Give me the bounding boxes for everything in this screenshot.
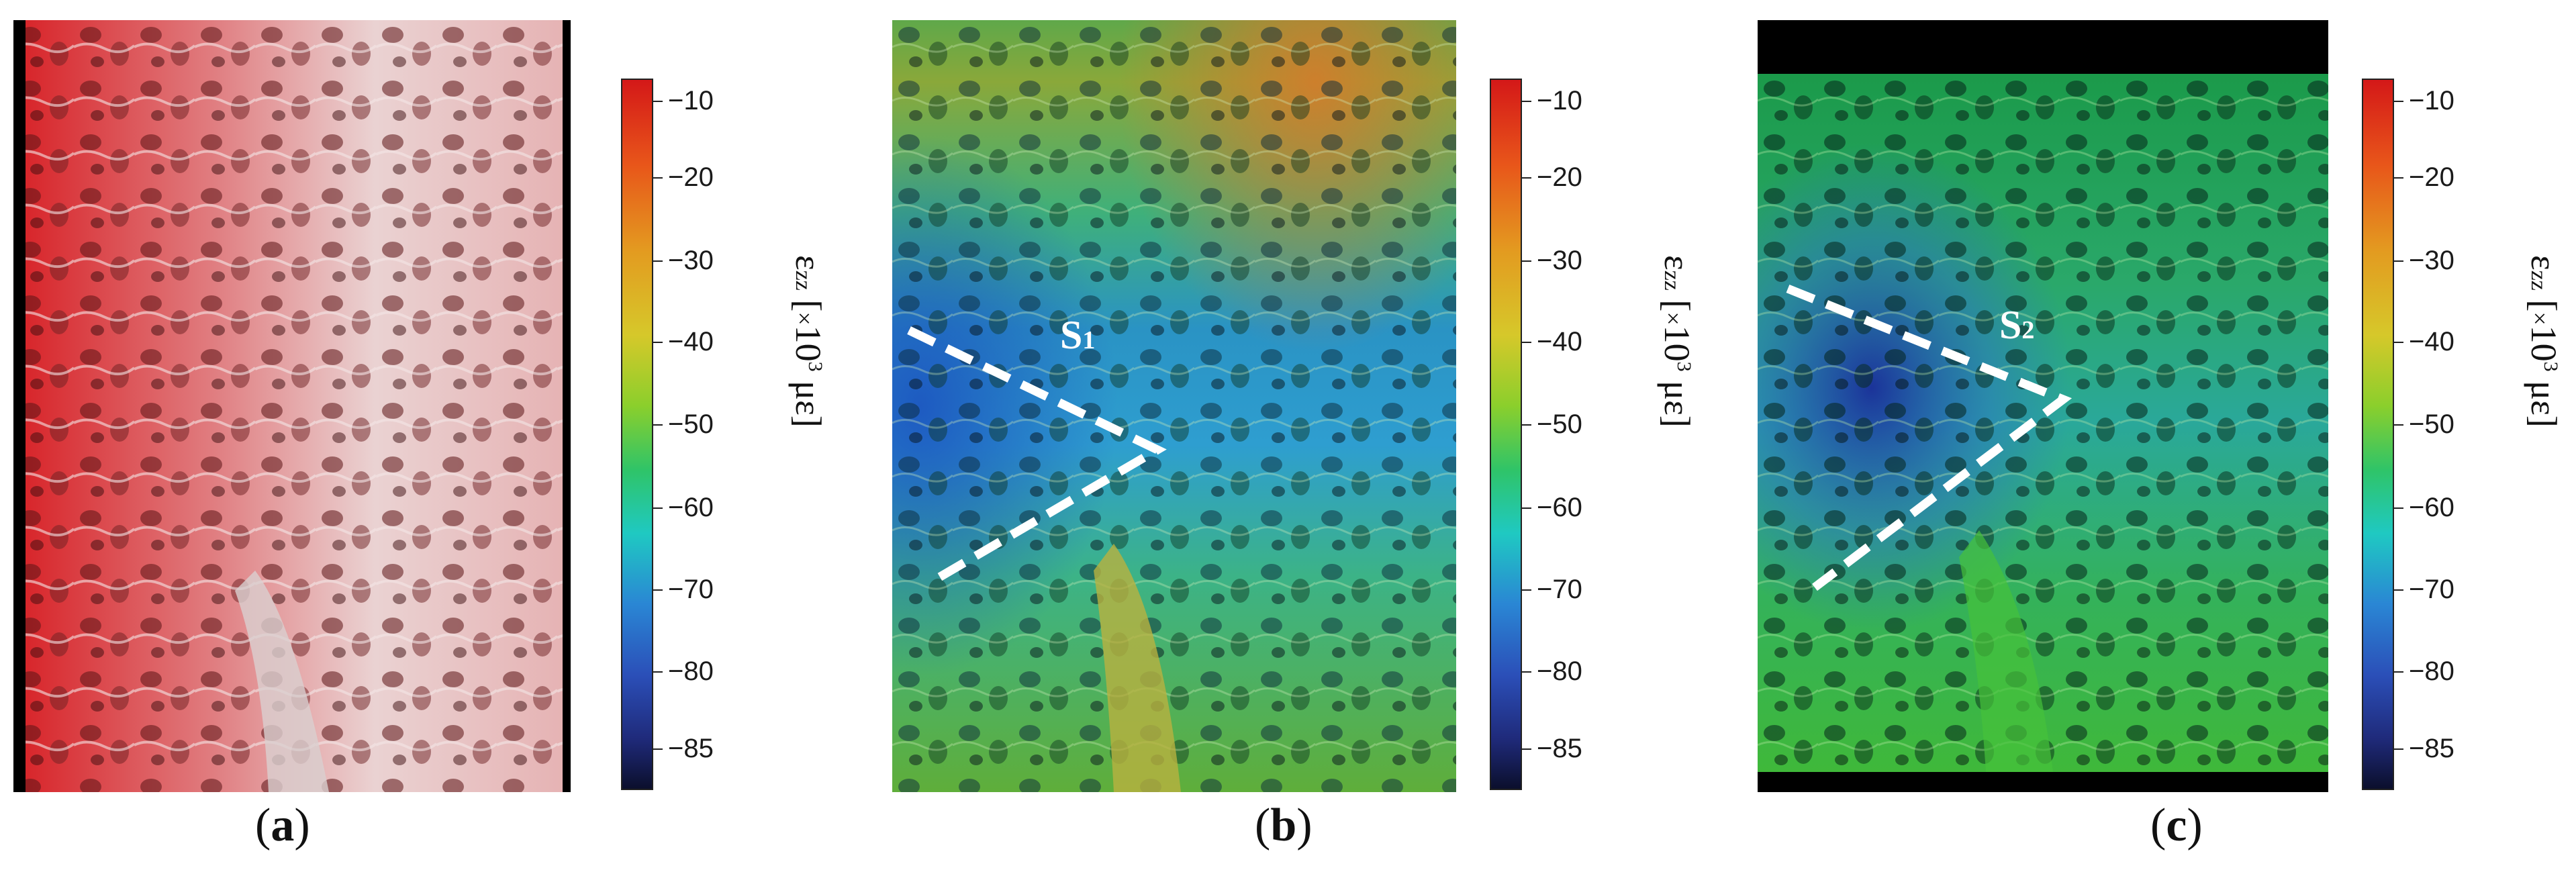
panel-caption-b: (b) — [1255, 799, 1313, 851]
panel-caption-a: (a) — [255, 799, 310, 851]
tick-label: −10 — [668, 86, 714, 115]
tick-label: −80 — [2409, 657, 2454, 686]
bone-render-a — [13, 20, 571, 792]
tick-label: −85 — [2409, 734, 2454, 763]
tick-label: −50 — [1537, 409, 1582, 439]
annotation-label-s2: S2 — [1999, 303, 2035, 347]
tick-label: −50 — [668, 409, 714, 439]
tick-label: −70 — [2409, 575, 2454, 604]
tick-label: −30 — [1537, 246, 1582, 275]
tick-label: −10 — [2409, 86, 2454, 115]
colorbar-axis-label-a: εzz [×103 με] — [788, 255, 828, 428]
bone-render-b — [892, 20, 1456, 792]
panel-b: S1 −10 −20 −30 −40 −50 −60 −70 −80 −85 ε… — [859, 0, 1717, 874]
tick-label: −30 — [2409, 246, 2454, 275]
colorbar-axis-label-c: εzz [×103 με] — [2524, 255, 2564, 428]
tick-label: −60 — [668, 493, 714, 522]
tick-label: −40 — [1537, 327, 1582, 356]
bone-render-c — [1758, 20, 2328, 792]
tick-label: −50 — [2409, 409, 2454, 439]
tick-label: −30 — [668, 246, 714, 275]
tick-label: −20 — [668, 162, 714, 192]
tick-label: −70 — [1537, 575, 1582, 604]
tick-label: −40 — [2409, 327, 2454, 356]
annotation-label-s1: S1 — [1060, 313, 1096, 357]
panel-c: S2 −10 −20 −30 −40 −50 −60 −70 −80 −85 ε… — [1717, 0, 2576, 874]
tick-label: −80 — [1537, 657, 1582, 686]
tick-label: −10 — [1537, 86, 1582, 115]
panel-a: −10 −20 −30 −40 −50 −60 −70 −80 −85 εzz … — [0, 0, 859, 874]
tick-label: −60 — [2409, 493, 2454, 522]
tick-label: −70 — [668, 575, 714, 604]
tick-label: −80 — [668, 657, 714, 686]
colorbar-b — [1490, 79, 1522, 790]
colorbar-a — [621, 79, 653, 790]
tick-label: −60 — [1537, 493, 1582, 522]
tick-label: −20 — [1537, 162, 1582, 192]
annotation-v-line-s2 — [1786, 284, 2072, 591]
panel-caption-c: (c) — [2150, 799, 2203, 851]
annotation-v-line-s1 — [907, 326, 1167, 581]
colorbar-c — [2362, 79, 2394, 790]
tick-label: −85 — [668, 734, 714, 763]
tick-label: −40 — [668, 327, 714, 356]
tick-label: −20 — [2409, 162, 2454, 192]
colorbar-axis-label-b: εzz [×103 με] — [1657, 255, 1697, 428]
tick-label: −85 — [1537, 734, 1582, 763]
